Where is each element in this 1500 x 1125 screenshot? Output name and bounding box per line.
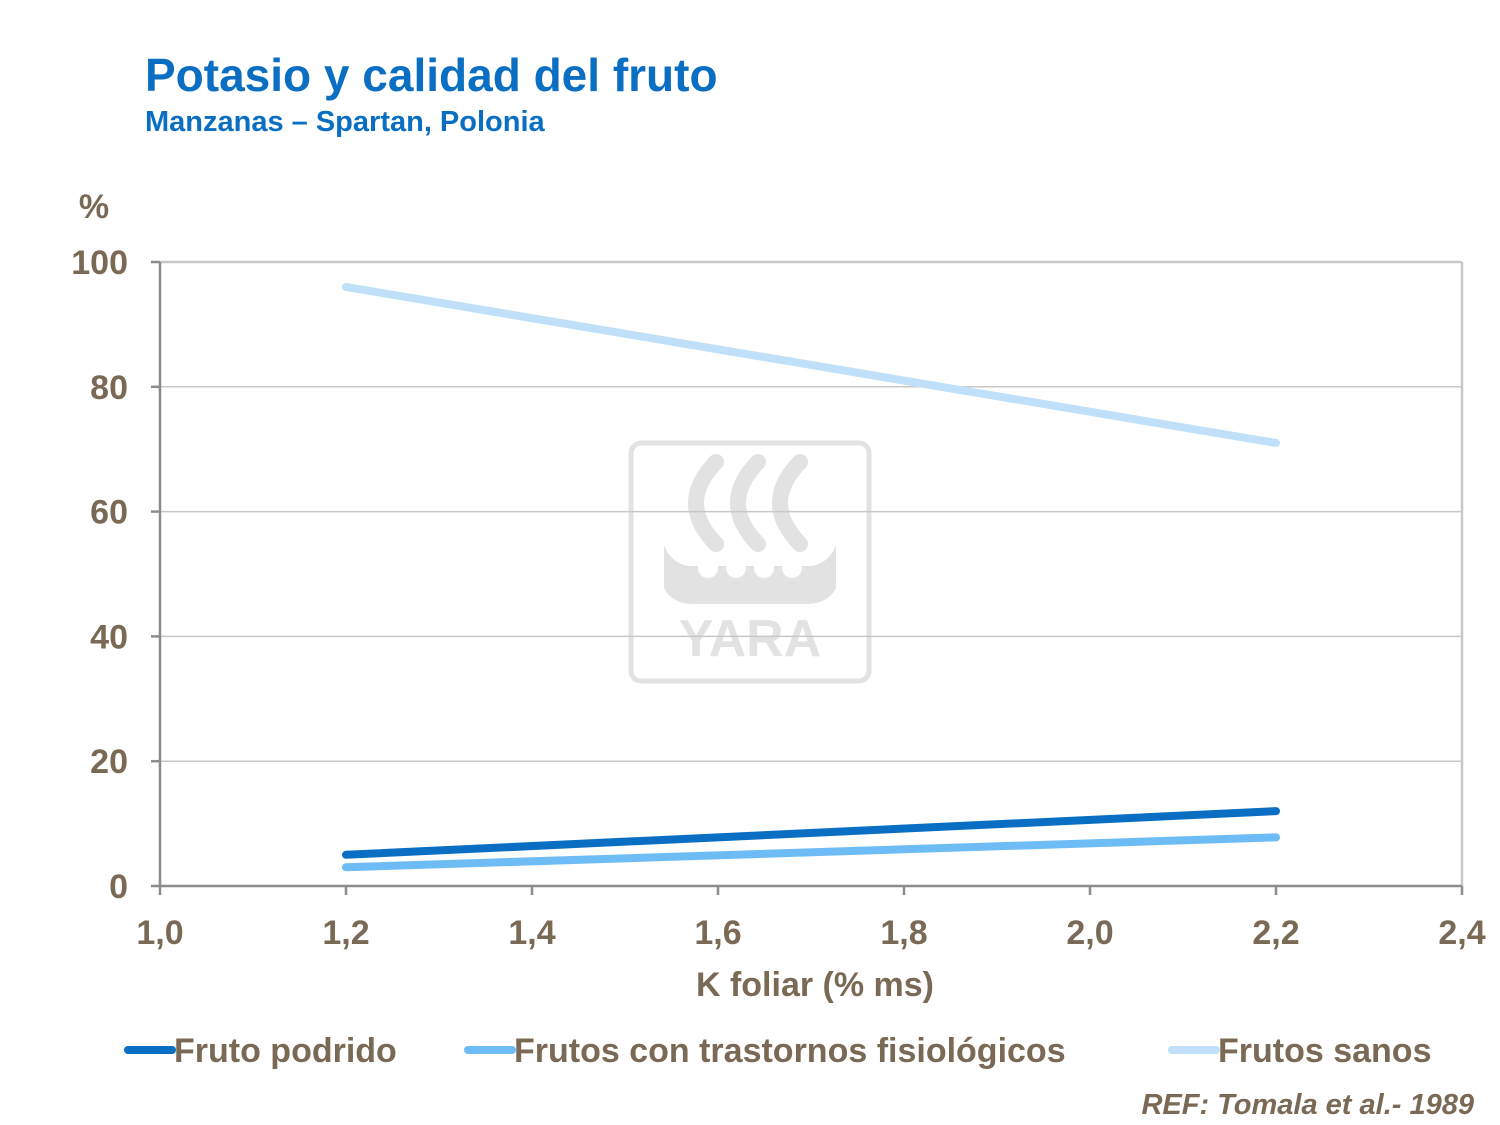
y-axis-label: % (79, 188, 109, 226)
legend-label-0: Fruto podrido (174, 1032, 397, 1070)
series-line-2 (342, 282, 1280, 447)
grid-lines (160, 260, 1464, 886)
y-tick-label: 20 (90, 743, 128, 781)
yara-watermark: YARA (628, 440, 872, 684)
legend: Fruto podrido Frutos con trastornos fisio… (124, 1032, 1431, 1070)
x-tick-label: 2,2 (1252, 914, 1299, 952)
page-subtitle: Manzanas – Spartan, Polonia (145, 106, 545, 138)
x-axis-label: K foliar (% ms) (696, 966, 934, 1004)
y-tick-label: 0 (109, 868, 128, 906)
watermark-shield-2 (754, 558, 774, 578)
watermark-frame (628, 440, 872, 684)
legend-label-2: Frutos sanos (1218, 1032, 1431, 1070)
watermark-text: YARA (679, 610, 822, 668)
y-tick-labels: 0 20 40 60 80 100 (71, 244, 128, 906)
watermark-shield-0 (698, 558, 718, 578)
x-tick-label: 1,2 (322, 914, 369, 952)
legend-label-1: Frutos con trastornos fisiológicos (514, 1032, 1066, 1070)
y-tick-label: 100 (71, 244, 128, 282)
axes (151, 260, 1464, 895)
watermark-wave-0 (688, 454, 724, 552)
x-tick-labels: 1,0 1,2 1,4 1,6 1,8 2,0 2,2 2,4 (136, 914, 1485, 952)
x-tick-label: 1,0 (136, 914, 183, 952)
series-lines (342, 282, 1280, 872)
x-tick-label: 2,4 (1438, 914, 1485, 952)
y-tick-label: 80 (90, 369, 128, 407)
x-tick-label: 1,8 (880, 914, 927, 952)
page-title: Potasio y calidad del fruto (145, 49, 718, 101)
series-line-0 (342, 807, 1280, 859)
watermark-wave-2 (772, 454, 808, 552)
y-tick-label: 40 (90, 618, 128, 656)
series-line-1 (342, 833, 1280, 872)
watermark-shield-3 (782, 558, 802, 578)
y-tick-label: 60 (90, 494, 128, 532)
x-tick-label: 2,0 (1066, 914, 1113, 952)
watermark-wave-1 (730, 454, 766, 552)
watermark-shield-1 (726, 558, 746, 578)
x-tick-label: 1,4 (508, 914, 555, 952)
watermark-ship-hull (664, 545, 836, 604)
x-tick-label: 1,6 (694, 914, 741, 952)
reference-note: REF: Tomala et al.- 1989 (1141, 1089, 1474, 1121)
